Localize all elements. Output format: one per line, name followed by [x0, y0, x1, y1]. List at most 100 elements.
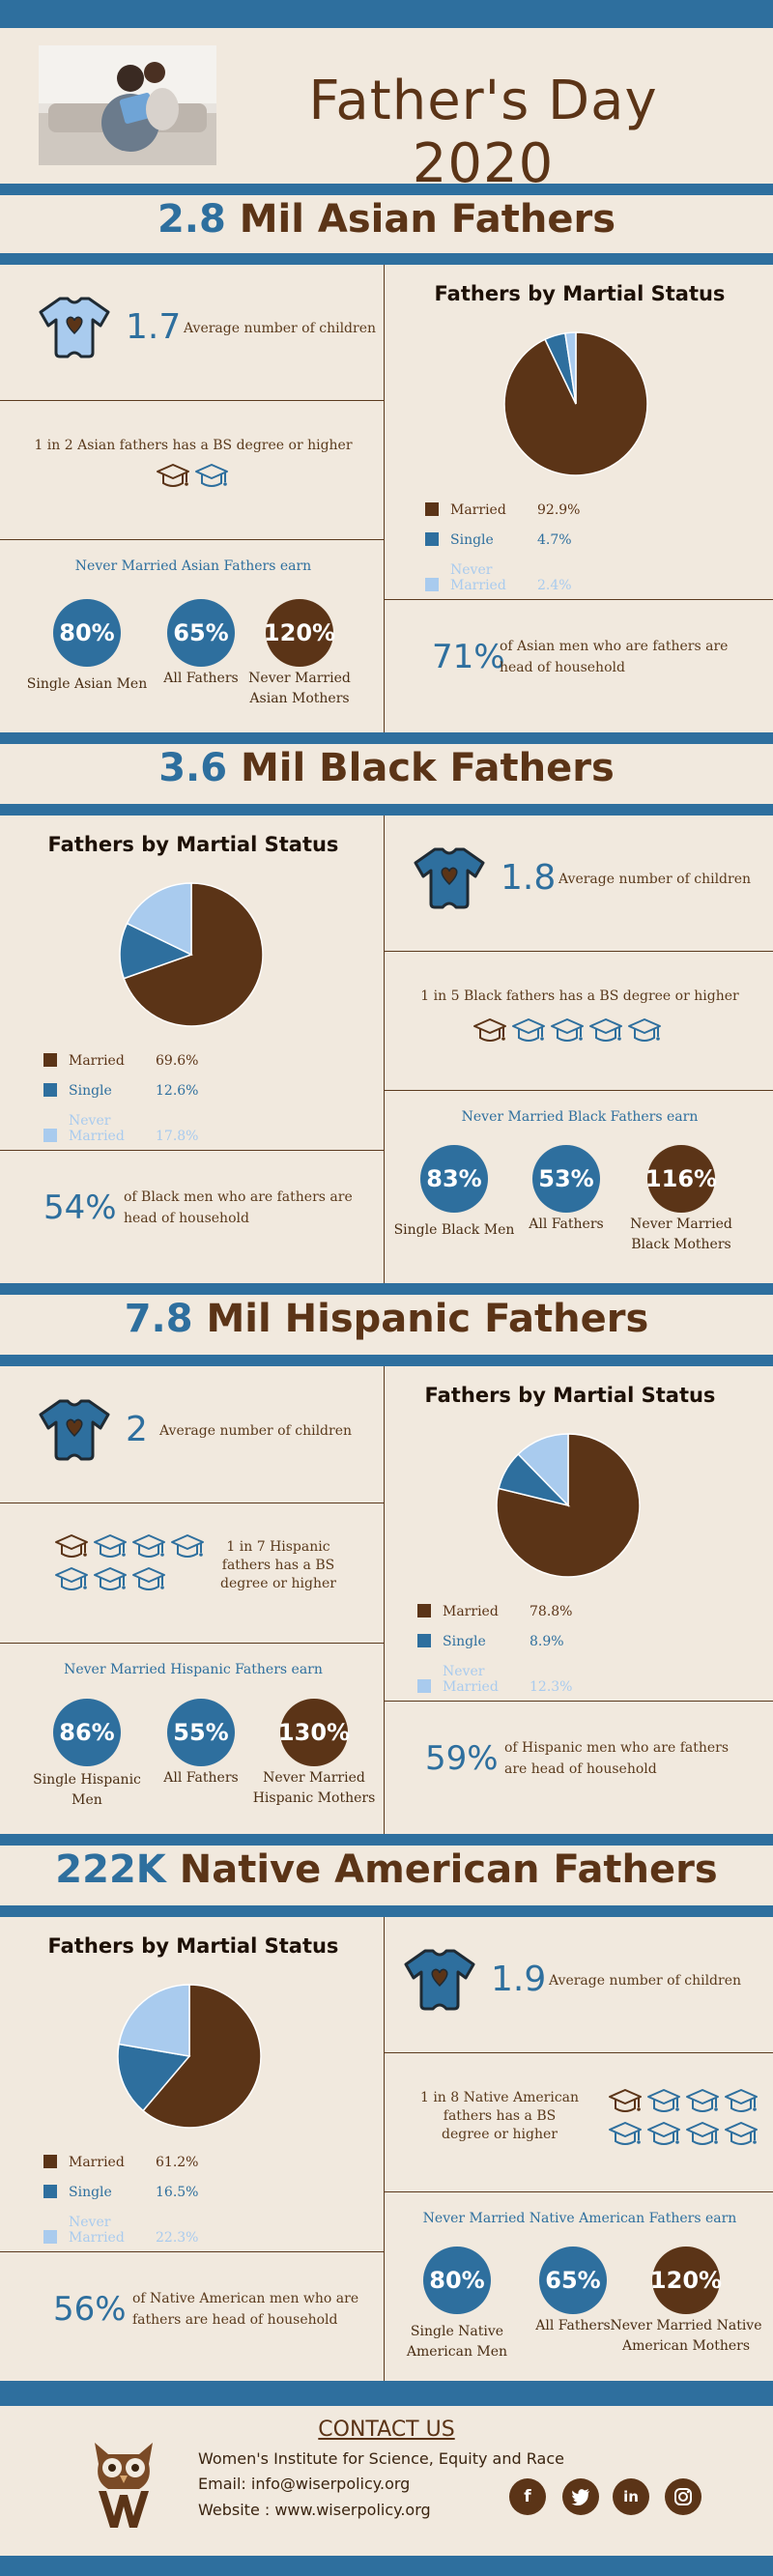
earn-label: All Fathers: [529, 1216, 604, 1232]
graduation-cap-icons: [607, 2087, 761, 2157]
pie-title: Fathers by Martial Status: [424, 1384, 716, 1407]
column-divider: [384, 816, 385, 1283]
earn-circle-all-fathers: 65%: [539, 2247, 607, 2314]
pie-slice-single: [117, 2043, 191, 2112]
legend-single: Single 16.5%: [43, 2185, 198, 2200]
pie-slice-never-married: [126, 882, 192, 957]
row-divider: [384, 2191, 773, 2192]
pie-slice-never-married: [517, 1433, 569, 1507]
graduation-cap-icon: [609, 2089, 642, 2112]
head-of-household-pct: 71%: [432, 638, 505, 676]
pie-slice-never-married: [564, 331, 577, 405]
earn-label: Never Married Black Mothers: [630, 1216, 732, 1252]
degree-text: 1 in 7 Hispanic fathers has a BS degree …: [220, 1539, 336, 1591]
earn-label: Single Hispanic Men: [33, 1772, 141, 1808]
pie-title: Fathers by Martial Status: [434, 282, 726, 305]
black-section-title: 3.6 Mil Black Fathers: [158, 746, 615, 790]
graduation-cap-icon: [94, 1534, 127, 1558]
avg-children-value: 1.7: [126, 307, 182, 347]
graduation-cap-icon: [686, 2122, 719, 2145]
earn-circle-never-married-mothers: 120%: [650, 2247, 722, 2314]
linkedin-icon[interactable]: in: [613, 2478, 649, 2515]
section-divider-bottom: [0, 804, 773, 816]
pie-title: Fathers by Martial Status: [47, 1934, 339, 1958]
legend-married: Married 92.9%: [425, 502, 580, 518]
column-divider: [384, 1366, 385, 1834]
earn-label: Never Married Hispanic Mothers: [252, 1770, 376, 1806]
earn-circle-single-men: 80%: [423, 2247, 491, 2314]
row-divider: [384, 599, 773, 600]
row-divider: [0, 400, 384, 401]
earn-title: Never Married Native American Fathers ea…: [422, 2211, 737, 2226]
legend-never-married: Never Married 12.3%: [417, 1664, 572, 1695]
section-divider-top: [0, 184, 773, 195]
footer-divider: [0, 2381, 773, 2406]
earn-circle-all-fathers: 55%: [167, 1699, 235, 1766]
graduation-cap-icons: [53, 1532, 208, 1602]
graduation-cap-icon: [171, 1534, 204, 1558]
contact-title: CONTACT US: [318, 2418, 455, 2442]
row-divider: [0, 1643, 384, 1644]
earn-label: All Fathers: [535, 2318, 611, 2333]
earn-title: Never Married Asian Fathers earn: [74, 558, 312, 574]
graduation-cap-icons: [155, 462, 232, 499]
section-divider-bottom: [0, 1905, 773, 1917]
pie-chart: [496, 1433, 641, 1578]
legend-married: Married 78.8%: [417, 1604, 572, 1619]
graduation-cap-icon: [132, 1534, 165, 1558]
earn-circle-never-married-mothers: 120%: [264, 599, 335, 667]
facebook-icon[interactable]: f: [509, 2478, 546, 2515]
pie-slice-never-married: [118, 1984, 190, 2057]
degree-text: 1 in 2 Asian fathers has a BS degree or …: [34, 438, 353, 453]
onesie-icon: [404, 1947, 475, 2017]
earn-circle-single-men: 86%: [53, 1699, 121, 1766]
earn-circle-single-men: 80%: [53, 599, 121, 667]
pie-chart: [117, 1984, 262, 2129]
graduation-cap-icon: [512, 1018, 545, 1042]
avg-children-value: 2: [126, 1410, 148, 1449]
earn-label: Single Asian Men: [26, 676, 148, 692]
pie-slice-married: [142, 1984, 262, 2129]
section-divider-top: [0, 1834, 773, 1846]
graduation-cap-icon: [647, 2122, 680, 2145]
asian-section-title: 2.8 Mil Asian Fathers: [157, 197, 616, 242]
earn-title: Never Married Hispanic Fathers earn: [64, 1662, 323, 1677]
earn-title: Never Married Black Fathers earn: [461, 1109, 699, 1125]
graduation-cap-icon: [551, 1018, 584, 1042]
graduation-cap-icon: [157, 464, 189, 487]
graduation-cap-icon: [589, 1018, 622, 1042]
earn-circle-single-men: 83%: [420, 1145, 488, 1213]
column-divider: [384, 1917, 385, 2381]
legend-single: Single 4.7%: [425, 532, 572, 548]
graduation-cap-icon: [686, 2089, 719, 2112]
pie-slice-single: [119, 922, 193, 980]
contact-email[interactable]: Email: info@wiserpolicy.org: [198, 2475, 411, 2493]
avg-children-label: Average number of children: [549, 1973, 742, 1989]
legend-married: Married 69.6%: [43, 1053, 198, 1069]
head-of-household-text: of Asian men who are fathers are head of…: [500, 639, 729, 675]
section-divider-top: [0, 1283, 773, 1295]
twitter-icon[interactable]: [562, 2478, 599, 2515]
row-divider: [384, 1701, 773, 1702]
head-of-household-text: of Hispanic men who are fathers are head…: [504, 1740, 730, 1777]
graduation-cap-icon: [628, 1018, 661, 1042]
earn-circle-never-married-mothers: 116%: [645, 1145, 717, 1213]
earn-label: Never Married Native American Mothers: [610, 2318, 762, 2354]
wiser-owl-logo: [85, 2435, 162, 2532]
degree-text: 1 in 5 Black fathers has a BS degree or …: [420, 988, 739, 1004]
hispanic-section-title: 7.8 Mil Hispanic Fathers: [124, 1297, 649, 1341]
instagram-icon[interactable]: [665, 2478, 701, 2515]
avg-children-label: Average number of children: [159, 1423, 353, 1439]
row-divider: [0, 2251, 384, 2252]
contact-website[interactable]: Website : www.wiserpolicy.org: [198, 2501, 431, 2519]
page-title: Father's Day 2020: [308, 70, 658, 195]
legend-single: Single 8.9%: [417, 1634, 564, 1649]
pie-title: Fathers by Martial Status: [47, 833, 339, 856]
column-divider: [384, 265, 385, 732]
graduation-cap-icon: [195, 464, 228, 487]
head-of-household-text: of Native American men who are fathers a…: [132, 2291, 359, 2328]
org-name: Women's Institute for Science, Equity an…: [198, 2449, 564, 2468]
row-divider: [384, 951, 773, 952]
section-divider-top: [0, 732, 773, 744]
graduation-cap-icon: [725, 2122, 758, 2145]
